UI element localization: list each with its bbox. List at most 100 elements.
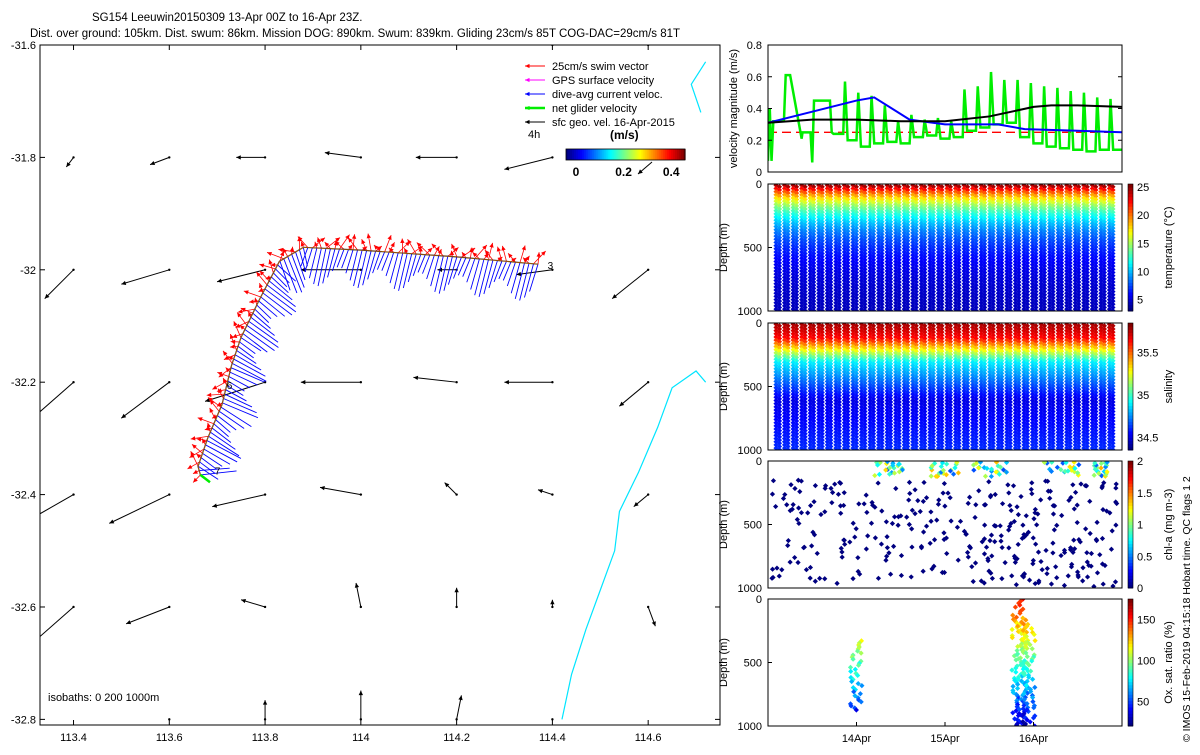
temperature-colorbar-cell: [1128, 251, 1133, 255]
surface-velocity-arrow: [45, 270, 74, 299]
arrow-head: [191, 436, 196, 440]
map-xtick-label: 113.4: [60, 732, 87, 744]
legend-entry: 25cm/s swim vector: [552, 61, 649, 73]
map-ytick-label: -31.8: [11, 152, 36, 164]
swim-vector: [193, 470, 199, 474]
scale-arrow: [638, 162, 652, 174]
legend-entry: dive-avg current veloc.: [552, 89, 663, 101]
net-glider-velocity: [200, 475, 210, 482]
dive-avg-current-vector: [479, 260, 488, 297]
dive-avg-current-vector: [444, 257, 452, 291]
surface-velocity-arrow: [121, 270, 169, 285]
dive-avg-current-vector: [265, 289, 296, 312]
arrow-head: [400, 238, 404, 243]
temperature-colorbar-cell: [1128, 187, 1133, 191]
velocity-ytick-label: 0.4: [747, 104, 762, 116]
coastline-north: [691, 62, 705, 113]
map-ytick-label: -32.2: [11, 377, 36, 389]
swim-vector: [339, 235, 349, 249]
surface-velocity-arrow: [634, 495, 648, 507]
dive-avg-current-vector: [217, 415, 236, 430]
dive-avg-current-vector: [259, 301, 277, 317]
dive-avg-current-vector: [318, 248, 326, 286]
temperature-colorbar-cell: [1128, 190, 1133, 194]
dive-avg-current-vector: [216, 420, 231, 433]
legend-entry: net glider velocity: [552, 103, 637, 115]
colorbar-label: (m/s): [610, 128, 639, 142]
swim-vector: [475, 245, 487, 258]
dive-avg-current-vector: [328, 249, 335, 278]
surface-velocity-arrow: [648, 607, 656, 626]
colorbar-tick-label: 0.2: [615, 165, 632, 179]
surface-velocity-arrow: [263, 700, 267, 719]
arrow-head: [367, 234, 371, 239]
arrow-head: [489, 243, 493, 248]
swim-vector: [192, 444, 203, 453]
arrow-head: [263, 700, 267, 705]
temperature-colorbar-cell: [1128, 238, 1133, 242]
temperature-colorbar-cell: [1128, 282, 1133, 286]
map-ytick-label: -32.6: [11, 602, 36, 614]
arrow-head: [223, 351, 227, 356]
dive-avg-current-vector: [484, 260, 493, 294]
swim-vector: [398, 241, 410, 252]
dive-avg-current-vector: [210, 432, 235, 449]
temperature-colorbar-tick: 20: [1137, 210, 1149, 222]
dive-avg-current-vector: [240, 342, 256, 354]
arrow-shaft: [121, 382, 169, 418]
dive-avg-current-vector: [448, 257, 457, 285]
temperature-colorbar-cell: [1128, 244, 1133, 248]
arrow-head: [359, 691, 363, 696]
temperature-colorbar-tick: 10: [1137, 266, 1149, 278]
temperature-ytick-label: 500: [744, 243, 762, 255]
dive-avg-current-vector: [245, 329, 275, 350]
dive-avg-current-vector: [394, 253, 403, 289]
temperature-colorbar-cell: [1128, 292, 1133, 296]
temperature-colorbar-cell: [1128, 289, 1133, 293]
surface-velocity-arrow: [241, 599, 265, 607]
swim-vector: [241, 308, 253, 313]
surface-velocity-arrow: [0, 495, 74, 543]
surface-velocity-arrow: [66, 157, 73, 167]
arrow-head: [525, 92, 530, 96]
arrow-head: [335, 238, 340, 242]
swim-vector: [400, 238, 404, 253]
temperature-ytick-label: 0: [756, 179, 762, 191]
map-xtick-label: 113.8: [252, 732, 279, 744]
temperature-colorbar-cell: [1128, 295, 1133, 299]
map-xtick-label: 114.6: [635, 732, 662, 744]
map-frame: [40, 45, 720, 725]
salinity-plot-area: [773, 322, 1115, 453]
map-xtick-label: 114.4: [539, 732, 566, 744]
arrow-head: [121, 414, 126, 418]
swim-vector: [198, 417, 214, 424]
surface-velocity-arrow: [359, 691, 363, 720]
dive-avg-current-vector: [373, 251, 381, 273]
dive-avg-current-vector: [222, 403, 258, 418]
arrow-head: [217, 279, 222, 283]
arrow-head: [259, 283, 263, 288]
dive-avg-current-vector: [494, 261, 502, 282]
legend-swatch: [525, 64, 545, 68]
temperature-colorbar-cell: [1128, 267, 1133, 271]
dive-avg-current-vector: [221, 407, 251, 426]
dive-avg-current-vector: [475, 259, 484, 295]
map-plot-area: 367: [0, 26, 706, 721]
dive-avg-current-vector: [439, 256, 448, 293]
dive-avg-current-vector: [323, 249, 331, 284]
dive-avg-current-vector: [269, 281, 292, 300]
dive-avg-current-vector: [363, 251, 371, 285]
arrow-shaft: [325, 153, 361, 158]
dive-avg-current-vector: [368, 251, 376, 279]
temperature-colorbar-tick: 15: [1137, 238, 1149, 250]
dive-avg-current-vector: [413, 254, 421, 275]
legend-swatch: [525, 106, 545, 110]
dive-avg-current-vector: [530, 264, 538, 291]
arrow-shaft: [320, 487, 361, 494]
